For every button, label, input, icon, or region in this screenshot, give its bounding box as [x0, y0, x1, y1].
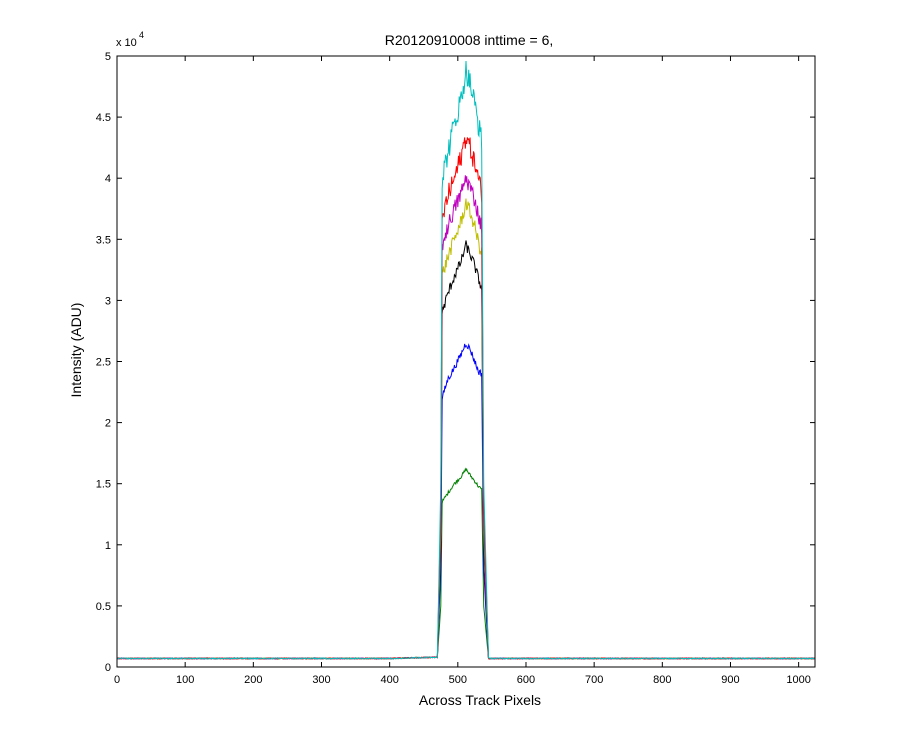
x-tick-label: 600: [517, 674, 535, 686]
y-tick-label: 1: [105, 540, 111, 552]
y-tick-label: 5: [105, 51, 111, 63]
y-axis-label: Intensity (ADU): [68, 303, 84, 398]
y-tick-label: 3: [105, 295, 111, 307]
x-tick-label: 900: [721, 674, 739, 686]
y-axis-multiplier-base: x 10: [116, 37, 137, 49]
x-tick-label: 300: [312, 674, 330, 686]
chart-title: R20120910008 inttime = 6,: [385, 32, 554, 48]
series-layer: [116, 60, 816, 660]
x-axis-label: Across Track Pixels: [419, 692, 541, 708]
x-tick-label: 700: [585, 674, 603, 686]
x-tick-label: 0: [114, 674, 120, 686]
x-tick-label: 500: [449, 674, 467, 686]
x-tick-label: 200: [244, 674, 262, 686]
x-tick-label: 100: [176, 674, 194, 686]
series-line-7: [116, 60, 816, 660]
y-tick-label: 0.5: [96, 601, 111, 613]
x-tick-label: 1000: [786, 674, 810, 686]
y-tick-label: 1.5: [96, 479, 111, 491]
y-tick-label: 4.5: [96, 112, 111, 124]
y-tick-label: 3.5: [96, 234, 111, 246]
y-tick-label: 2: [105, 418, 111, 430]
y-tick-label: 2.5: [96, 357, 111, 369]
x-tick-label: 400: [380, 674, 398, 686]
y-tick-label: 0: [105, 662, 111, 674]
y-axis-multiplier-exponent: 4: [139, 30, 144, 40]
y-tick-label: 4: [105, 173, 111, 185]
x-tick-label: 800: [653, 674, 671, 686]
tick-layer: 0 100 200 300 400 500 600 700 800 900 1000 0 0.5 1 1.5…: [96, 51, 815, 686]
